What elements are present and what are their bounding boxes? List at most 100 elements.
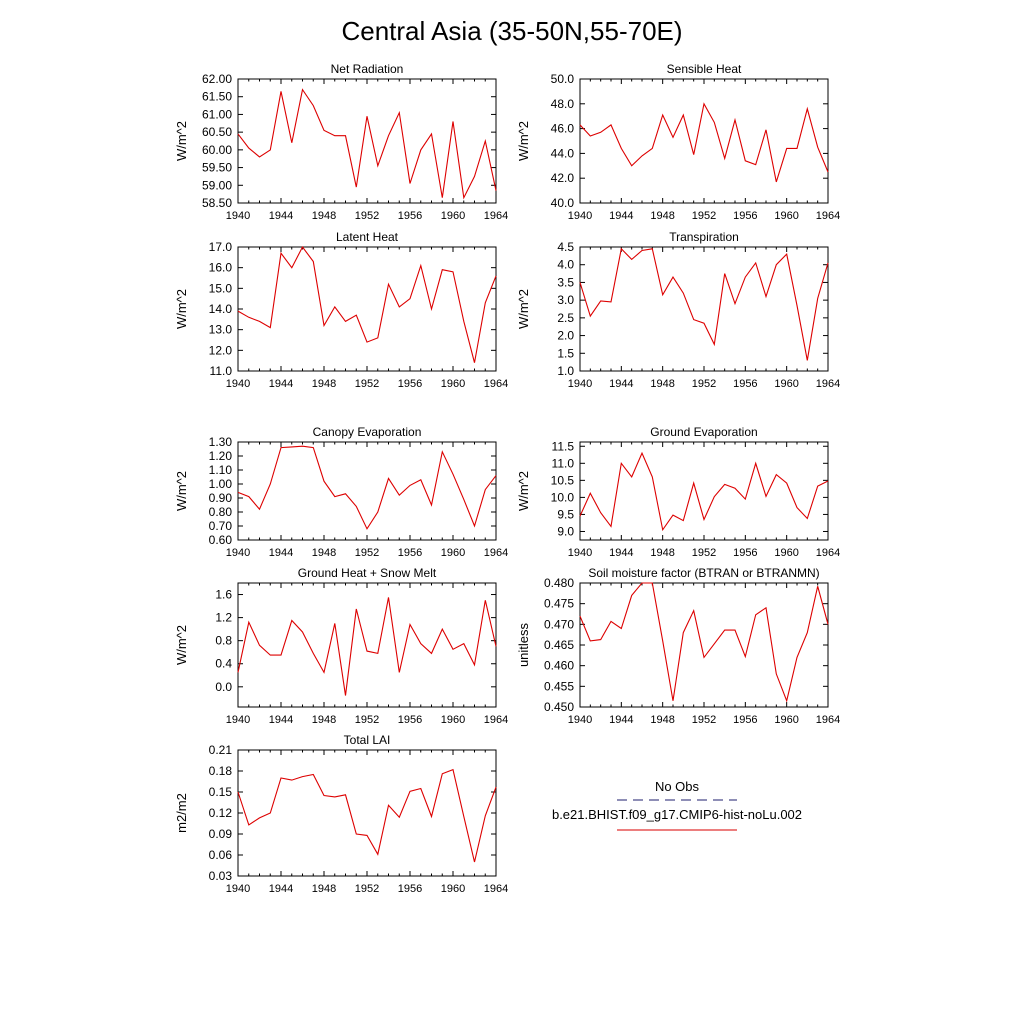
x-tick-label: 1944 <box>269 210 293 222</box>
y-axis-label: W/m^2 <box>516 289 531 329</box>
panel-1: Net Radiation W/m^2 1940 1944 1948 1952 1956 19… <box>174 62 508 222</box>
y-tick-label: 1.0 <box>557 364 574 378</box>
y-tick-label: 0.12 <box>209 806 233 820</box>
x-tick-label: 1964 <box>484 883 508 895</box>
plot-frame <box>579 246 829 372</box>
y-tick-label: 12.0 <box>209 343 233 357</box>
panel-title: Sensible Heat <box>667 62 742 76</box>
x-tick-label: 1956 <box>733 378 757 390</box>
y-tick-label: 0.80 <box>209 505 233 519</box>
x-tick-label: 1940 <box>226 210 250 222</box>
x-tick-label: 1944 <box>269 378 293 390</box>
y-axis-label: W/m^2 <box>174 471 189 511</box>
x-tick-label: 1944 <box>609 210 633 222</box>
y-tick-label: 0.470 <box>544 617 574 631</box>
panels-container: Net Radiation W/m^2 1940 1944 1948 1952 1956 19… <box>174 62 840 895</box>
series-line <box>237 597 497 696</box>
y-tick-label: 0.455 <box>544 679 574 693</box>
y-axis-label: m2/m2 <box>174 793 189 833</box>
y-axis-label: W/m^2 <box>516 121 531 161</box>
panel-title: Transpiration <box>669 230 739 244</box>
x-tick-label: 1956 <box>733 210 757 222</box>
y-tick-label: 40.0 <box>551 196 575 210</box>
panel-9: Total LAI m2/m2 1940 1944 1948 1952 1956 1960 19… <box>174 733 508 895</box>
panel-title: Ground Evaporation <box>650 425 757 439</box>
y-tick-label: 0.0 <box>215 680 232 694</box>
y-tick-label: 11.0 <box>552 456 575 470</box>
y-tick-label: 9.0 <box>557 524 574 538</box>
y-tick-label: 1.5 <box>557 346 574 360</box>
x-tick-label: 1940 <box>226 883 250 895</box>
y-tick-label: 16.0 <box>209 261 233 275</box>
x-tick-label: 1952 <box>692 547 716 559</box>
y-tick-label: 44.0 <box>551 146 575 160</box>
x-tick-label: 1952 <box>355 714 379 726</box>
y-tick-label: 59.00 <box>202 178 232 192</box>
y-tick-label: 17.0 <box>209 240 233 254</box>
series-line <box>237 768 497 863</box>
y-tick-label: 0.4 <box>215 657 232 671</box>
y-tick-label: 4.0 <box>557 258 574 272</box>
x-tick-label: 1956 <box>398 210 422 222</box>
x-tick-label: 1960 <box>441 210 465 222</box>
series-line <box>579 247 829 361</box>
y-tick-label: 0.09 <box>209 827 233 841</box>
x-tick-label: 1952 <box>692 210 716 222</box>
y-tick-label: 0.450 <box>544 700 574 714</box>
figure-title: Central Asia (35-50N,55-70E) <box>341 16 682 46</box>
x-tick-label: 1956 <box>398 378 422 390</box>
y-tick-label: 0.480 <box>544 576 574 590</box>
x-tick-label: 1948 <box>650 547 674 559</box>
x-tick-label: 1940 <box>568 210 592 222</box>
x-tick-label: 1940 <box>568 714 592 726</box>
x-tick-label: 1964 <box>484 378 508 390</box>
x-tick-label: 1964 <box>484 210 508 222</box>
y-tick-label: 1.30 <box>209 435 233 449</box>
panel-title: Total LAI <box>344 733 391 747</box>
legend: No Obs b.e21.BHIST.f09_g17.CMIP6-hist-no… <box>552 779 802 831</box>
x-tick-label: 1948 <box>312 547 336 559</box>
x-tick-label: 1956 <box>398 714 422 726</box>
x-tick-label: 1940 <box>568 547 592 559</box>
x-tick-label: 1944 <box>609 378 633 390</box>
panel-title: Net Radiation <box>331 62 404 76</box>
y-tick-label: 4.5 <box>557 240 574 254</box>
y-tick-label: 0.465 <box>544 638 574 652</box>
x-tick-label: 1948 <box>650 210 674 222</box>
panel-6: Ground Evaporation W/m^2 1940 1944 1948 1952 1… <box>516 425 840 559</box>
y-tick-label: 1.10 <box>209 463 233 477</box>
y-axis-label: W/m^2 <box>516 471 531 511</box>
panel-5: Canopy Evaporation W/m^2 1940 1944 1948 1952 1… <box>174 425 508 559</box>
panel-2: Sensible Heat W/m^2 1940 1944 1948 1952 1956 19… <box>516 62 840 222</box>
series-line <box>237 245 497 363</box>
series-line <box>237 445 497 530</box>
x-tick-label: 1948 <box>312 210 336 222</box>
y-tick-label: 0.06 <box>209 848 233 862</box>
y-tick-label: 9.5 <box>557 507 574 521</box>
panel-7: Ground Heat + Snow Melt W/m^2 1940 1944 1948… <box>174 566 508 726</box>
y-tick-label: 0.60 <box>209 533 233 547</box>
y-tick-label: 61.00 <box>202 107 232 121</box>
x-tick-label: 1940 <box>226 547 250 559</box>
x-tick-label: 1956 <box>398 547 422 559</box>
legend-model-label: b.e21.BHIST.f09_g17.CMIP6-hist-noLu.002 <box>552 807 802 822</box>
x-tick-label: 1944 <box>269 547 293 559</box>
y-tick-label: 0.15 <box>209 785 233 799</box>
y-tick-label: 14.0 <box>209 302 233 316</box>
plot-frame <box>237 78 497 204</box>
panel-4: Transpiration W/m^2 1940 1944 1948 1952 1956 19… <box>516 230 840 390</box>
plot-frame <box>237 441 497 541</box>
x-tick-label: 1964 <box>484 547 508 559</box>
x-tick-label: 1940 <box>568 378 592 390</box>
y-tick-label: 42.0 <box>551 171 575 185</box>
x-tick-label: 1956 <box>398 883 422 895</box>
plot-frame <box>579 582 829 708</box>
x-tick-label: 1960 <box>774 378 798 390</box>
x-tick-label: 1960 <box>441 714 465 726</box>
y-tick-label: 50.0 <box>551 72 575 86</box>
y-tick-label: 60.50 <box>202 125 232 139</box>
y-tick-label: 46.0 <box>551 122 575 136</box>
y-tick-label: 48.0 <box>551 97 575 111</box>
y-tick-label: 1.6 <box>215 588 232 602</box>
y-axis-label: W/m^2 <box>174 625 189 665</box>
